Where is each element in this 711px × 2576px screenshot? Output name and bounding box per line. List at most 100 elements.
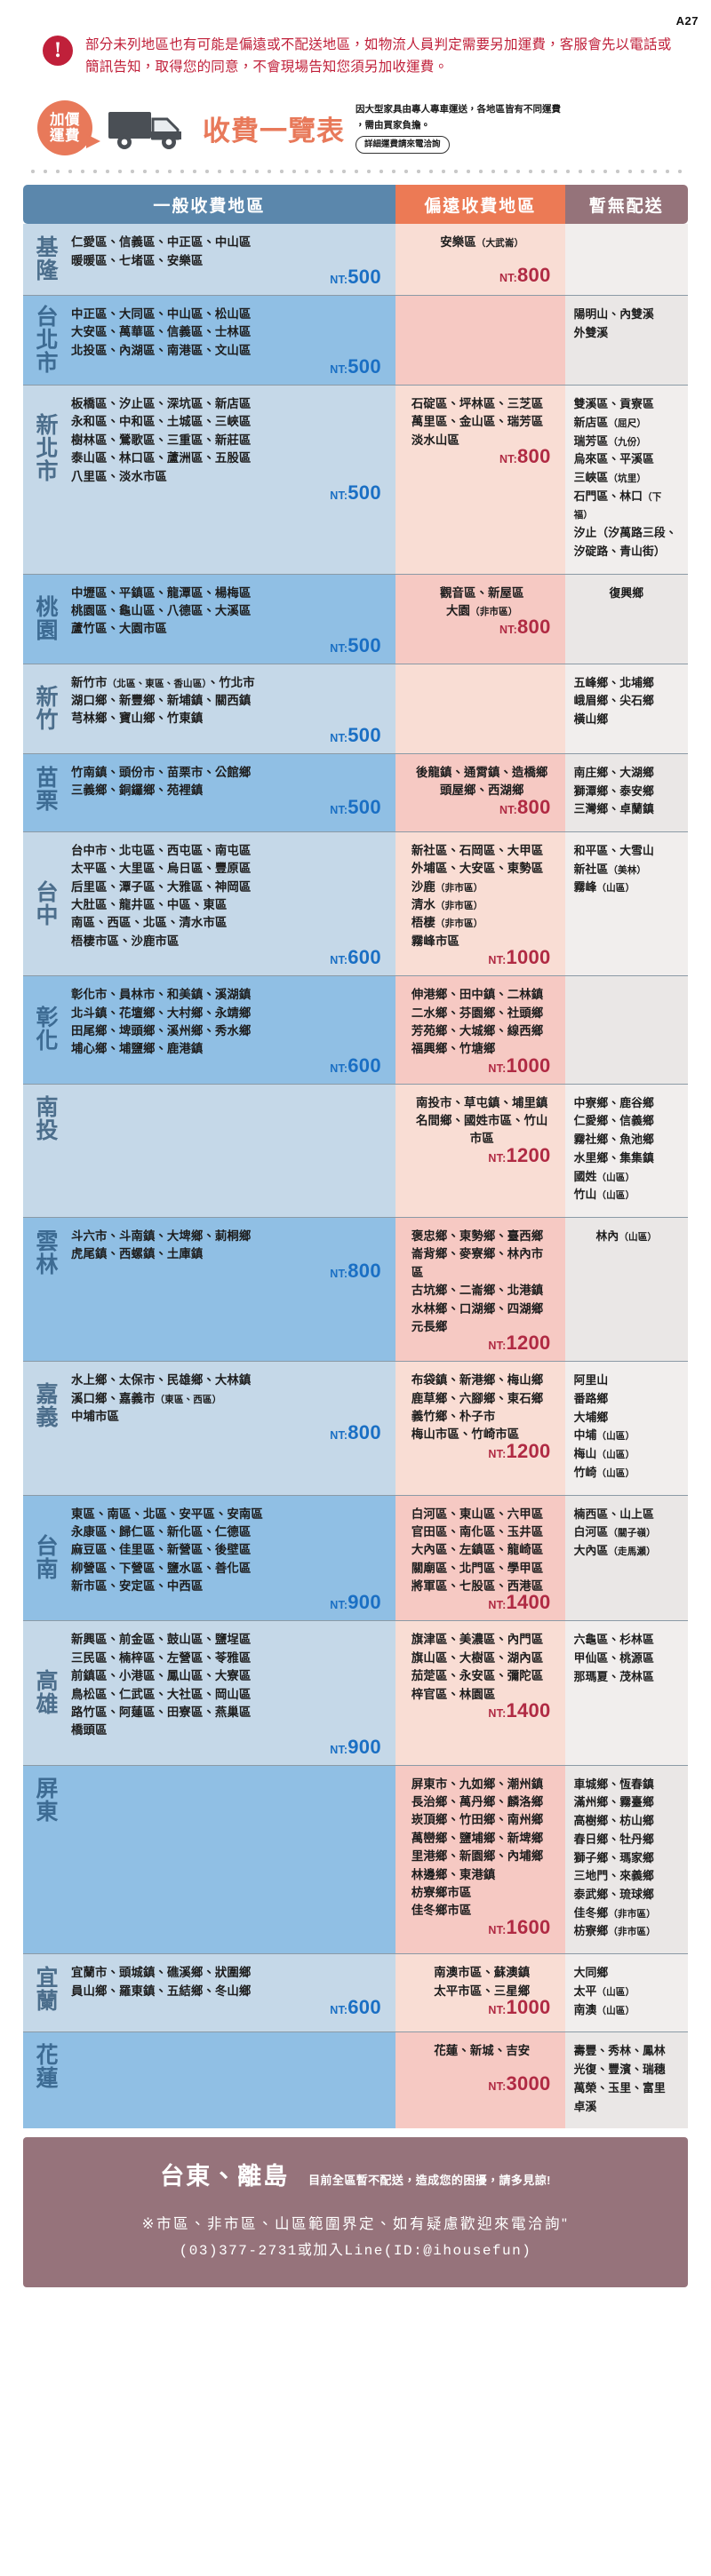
region-label: 新北市: [36, 412, 59, 484]
footer-contact-line[interactable]: (03)377-2731或加入Line(ID:@ihousefun): [179, 2242, 532, 2259]
remote-area-list: 旗津區、美濃區、內門區 旗山區、大樹區、湖內區 茄萣區、永安區、彌陀區 梓官區、林園區: [411, 1633, 544, 1701]
fee-table-body: 基隆仁愛區、信義區、中正區、中山區 暖暖區、七堵區、安樂區 NT:500 安樂區（大武…: [23, 224, 688, 2129]
region-label: 南投: [36, 1094, 59, 1143]
no-delivery-list: 五峰鄉、北埔鄉 峨眉鄉、尖石鄉 橫山鄉: [573, 675, 654, 727]
cell-normal-area: 台北市中正區、大同區、中山區、松山區 大安區、萬華區、信義區、士林區 北投區、內湖區…: [23, 295, 395, 386]
cell-normal-area: 桃園中壢區、平鎮區、龍潭區、楊梅區 桃園區、龜山區、八德區、大溪區 蘆竹區、大園市區…: [23, 574, 395, 664]
footer-headline: 台東、離島 目前全區暫不配送，造成您的困擾，請多見諒!: [41, 2157, 670, 2191]
normal-price: NT:500: [330, 481, 381, 504]
table-row: 南投 南投市、草屯鎮、埔里鎮 名間鄉、國姓市區、竹山市區 NT:1200 中寮鄉、鹿谷鄉…: [23, 1084, 688, 1219]
table-row: 台南東區、南區、北區、安平區、安南區 永康區、歸仁區、新化區、仁德區 麻豆區、佳里區…: [23, 1495, 688, 1622]
normal-area-list: 東區、南區、北區、安平區、安南區 永康區、歸仁區、新化區、仁德區 麻豆區、佳里區、新…: [71, 1507, 263, 1594]
normal-area-list: 宜蘭市、頭城鎮、礁溪鄉、狀圍鄉 員山鄉、羅東鎮、五結鄉、冬山鄉: [71, 1966, 252, 1998]
region-label: 桃園: [36, 594, 59, 643]
cell-remote-area: 布袋鎮、新港鄉、梅山鄉 鹿草鄉、六腳鄉、東石鄉 義竹鄉、朴子市 梅山市區、竹崎市區 NT…: [395, 1362, 565, 1496]
normal-area-list: 仁愛區、信義區、中正區、中山區 暖暖區、七堵區、安樂區: [71, 235, 252, 267]
cell-remote-area: 石碇區、坪林區、三芝區 萬里區、金山區、瑞芳區 淡水山區 NT:800: [395, 386, 565, 575]
contact-pill[interactable]: 詳細運費請來電洽詢: [356, 136, 450, 154]
no-delivery-list: 楠西區、山上區 白河區（關子嶺） 大內區（走馬瀨）: [573, 1507, 656, 1558]
banner-note-line-1: 因大型家具由專人專車運送，各地區皆有不同運費: [356, 103, 561, 115]
region-label: 彰化: [36, 1006, 59, 1054]
remote-area-list: 布袋鎮、新港鄉、梅山鄉 鹿草鄉、六腳鄉、東石鄉 義竹鄉、朴子市 梅山市區、竹崎市區: [411, 1373, 544, 1442]
remote-area-list: 南澳市區、蘇澳鎮 太平市區、三星鄉: [434, 1966, 531, 1998]
cell-normal-area: 花蓮: [23, 2032, 395, 2129]
cell-remote-area: 安樂區（大武崙） NT:800: [395, 224, 565, 296]
no-delivery-list: 和平區、大雪山 新社區（美林） 霧峰（山區）: [573, 843, 654, 894]
no-delivery-list: 中寮鄉、鹿谷鄉 仁愛鄉、信義鄉 霧社鄉、魚池鄉 水里鄉、集集鎮 國姓（山區） 竹山（山區）: [573, 1095, 654, 1202]
normal-area-list: 水上鄉、太保市、民雄鄉、大林鎮 溪口鄉、嘉義市（東區、西區） 中埔市區: [71, 1373, 252, 1424]
region-label: 屏東: [36, 1776, 59, 1825]
cell-remote-area: 伸港鄉、田中鎮、二林鎮 二水鄉、芬園鄉、社頭鄉 芳苑鄉、大城鄉、線西鄉 福興鄉、竹塘鄉…: [395, 976, 565, 1085]
normal-price: NT:500: [330, 795, 381, 818]
table-row: 桃園中壢區、平鎮區、龍潭區、楊梅區 桃園區、龜山區、八德區、大溪區 蘆竹區、大園市區…: [23, 574, 688, 664]
no-delivery-list: 六龜區、杉林區 甲仙區、桃源區 那瑪夏、茂林區: [573, 1633, 654, 1683]
normal-area-list: 台中市、北屯區、西屯區、南屯區 太平區、大里區、烏日區、豐原區 后里區、潭子區、大雅…: [71, 843, 252, 948]
cell-remote-area: 新社區、石岡區、大甲區 外埔區、大安區、東勢區 沙鹿（非市區） 清水（非市區） 梧棲（非…: [395, 831, 565, 977]
normal-area-list: 板橋區、汐止區、深坑區、新店區 永和區、中和區、土城區、三峽區 樹林區、鶯歌區、三重…: [71, 397, 252, 483]
cell-normal-area: 台南東區、南區、北區、安平區、安南區 永康區、歸仁區、新化區、仁德區 麻豆區、佳里區…: [23, 1495, 395, 1622]
cell-remote-area: 白河區、東山區、六甲區 官田區、南化區、玉井區 大內區、左鎮區、龍崎區 關廟區、北門區…: [395, 1495, 565, 1622]
normal-area-list: 中壢區、平鎮區、龍潭區、楊梅區 桃園區、龜山區、八德區、大溪區 蘆竹區、大園市區: [71, 585, 252, 636]
remote-price: NT:1600: [488, 1915, 551, 1938]
header-no-delivery: 暫無配送: [564, 185, 688, 225]
region-label: 台北市: [36, 305, 59, 377]
cell-remote-area: 褒忠鄉、東勢鄉、臺西鄉 崙背鄉、麥寮鄉、林內市區 古坑鄉、二崙鄉、北港鎮 水林鄉、口湖…: [395, 1218, 565, 1363]
bubble-line-1: 加價: [50, 111, 80, 128]
remote-area-list: 花蓮、新城、吉安: [434, 2044, 531, 2058]
normal-area-list: 彰化市、員林市、和美鎮、溪湖鎮 北斗鎮、花壇鄉、大村鄉、永靖鄉 田尾鄉、埤頭鄉、溪州…: [71, 988, 252, 1056]
cell-no-delivery: 阿里山 番路鄉 大埔鄉 中埔（山區） 梅山（山區） 竹崎（山區）: [564, 1362, 688, 1496]
cell-no-delivery: [564, 224, 688, 296]
remote-area-list: 白河區、東山區、六甲區 官田區、南化區、玉井區 大內區、左鎮區、龍崎區 關廟區、北門區…: [411, 1507, 544, 1594]
no-delivery-list: 南庄鄉、大湖鄉 獅潭鄉、泰安鄉 三灣鄉、卓蘭鎮: [573, 765, 654, 816]
normal-price: NT:500: [330, 723, 381, 746]
cell-no-delivery: 大同鄉 太平（山區） 南澳（山區）: [564, 1954, 688, 2033]
table-row: 新北市板橋區、汐止區、深坑區、新店區 永和區、中和區、土城區、三峽區 樹林區、鶯歌區…: [23, 386, 688, 575]
cell-remote-area: 南投市、草屯鎮、埔里鎮 名間鄉、國姓市區、竹山市區 NT:1200: [395, 1084, 565, 1219]
region-label: 雲林: [36, 1228, 59, 1277]
normal-price: NT:800: [330, 1259, 381, 1282]
table-row: 屏東 屏東市、九如鄉、潮州鎮 長治鄉、萬丹鄉、麟洛鄉 崁頂鄉、竹田鄉、南州鄉 萬巒鄉、鹽…: [23, 1765, 688, 1955]
header-remote-area: 偏遠收費地區: [395, 185, 565, 225]
no-delivery-list: 林內（山區）: [595, 1229, 658, 1244]
region-label: 台中: [36, 879, 59, 928]
exclamation-icon: !: [43, 36, 73, 66]
remote-area-list: 伸港鄉、田中鎮、二林鎮 二水鄉、芬園鄉、社頭鄉 芳苑鄉、大城鄉、線西鄉 福興鄉、竹塘鄉: [411, 988, 544, 1056]
no-delivery-list: 壽豐、秀林、鳳林 光復、豐濱、瑞穗 萬榮、玉里、富里 卓溪: [573, 2044, 666, 2113]
cell-no-delivery: 陽明山、內雙溪 外雙溪: [564, 295, 688, 386]
cell-remote-area: 屏東市、九如鄉、潮州鎮 長治鄉、萬丹鄉、麟洛鄉 崁頂鄉、竹田鄉、南州鄉 萬巒鄉、鹽埔鄉…: [395, 1765, 565, 1955]
no-delivery-list: 阿里山 番路鄉 大埔鄉 中埔（山區） 梅山（山區） 竹崎（山區）: [573, 1373, 635, 1479]
cell-no-delivery: 壽豐、秀林、鳳林 光復、豐濱、瑞穗 萬榮、玉里、富里 卓溪: [564, 2032, 688, 2129]
cell-normal-area: 南投: [23, 1084, 395, 1219]
normal-price: NT:800: [330, 1421, 381, 1444]
top-notice: ! 部分未列地區也有可能是偏遠或不配送地區，如物流人員判定需要另加運費，客服會先…: [0, 0, 711, 78]
banner-note-line-2: ，需由買家負擔。: [356, 119, 430, 131]
cell-no-delivery: 林內（山區）: [564, 1218, 688, 1363]
remote-price: NT:800: [499, 445, 551, 468]
remote-price: NT:1200: [488, 1439, 551, 1462]
cell-remote-area: 觀音區、新屋區 大園（非市區） NT:800: [395, 574, 565, 664]
table-row: 台中台中市、北屯區、西屯區、南屯區 太平區、大里區、烏日區、豐原區 后里區、潭子區、…: [23, 831, 688, 977]
page-code: A27: [675, 14, 699, 28]
cell-normal-area: 新竹新竹市（北區、東區、香山區）、竹北市 湖口鄉、新豐鄉、新埔鎮、關西鎮 芎林鄉、寶…: [23, 664, 395, 754]
table-row: 苗栗竹南鎮、頭份市、苗栗市、公館鄉 三義鄉、銅鑼鄉、苑裡鎮 NT:500 後龍鎮、通霄…: [23, 753, 688, 832]
cell-no-delivery: 復興鄉: [564, 574, 688, 664]
remote-price: NT:1400: [488, 1698, 551, 1721]
region-label: 台南: [36, 1534, 59, 1583]
table-row: 基隆仁愛區、信義區、中正區、中山區 暖暖區、七堵區、安樂區 NT:500 安樂區（大武…: [23, 224, 688, 296]
remote-price: NT:1000: [488, 946, 551, 969]
cell-no-delivery: 五峰鄉、北埔鄉 峨眉鄉、尖石鄉 橫山鄉: [564, 664, 688, 754]
remote-area-list: 屏東市、九如鄉、潮州鎮 長治鄉、萬丹鄉、麟洛鄉 崁頂鄉、竹田鄉、南州鄉 萬巒鄉、鹽埔鄉…: [411, 1777, 544, 1918]
remote-price: NT:1000: [488, 1053, 551, 1077]
cell-normal-area: 屏東: [23, 1765, 395, 1955]
region-label: 嘉義: [36, 1382, 59, 1431]
cell-remote-area: 旗津區、美濃區、內門區 旗山區、大樹區、湖內區 茄萣區、永安區、彌陀區 梓官區、林園區…: [395, 1621, 565, 1766]
normal-area-list: 中正區、大同區、中山區、松山區 大安區、萬華區、信義區、士林區 北投區、內湖區、南港…: [71, 306, 252, 357]
remote-price: NT:1000: [488, 1995, 551, 2018]
no-delivery-list: 車城鄉、恆春鎮 滿州鄉、霧臺鄉 高樹鄉、枋山鄉 春日鄉、牡丹鄉 獅子鄉、瑪家鄉 三地門、來…: [573, 1777, 656, 1938]
table-row: 彰化彰化市、員林市、和美鎮、溪湖鎮 北斗鎮、花壇鄉、大村鄉、永靖鄉 田尾鄉、埤頭鄉、…: [23, 976, 688, 1085]
cell-remote-area: [395, 664, 565, 754]
header-normal-area: 一般收費地區: [23, 185, 395, 225]
remote-area-list: 後龍鎮、通霄鎮、造橋鄉 頭屋鄉、西湖鄉: [416, 765, 548, 798]
no-delivery-list: 大同鄉 太平（山區） 南澳（山區）: [573, 1966, 635, 2016]
